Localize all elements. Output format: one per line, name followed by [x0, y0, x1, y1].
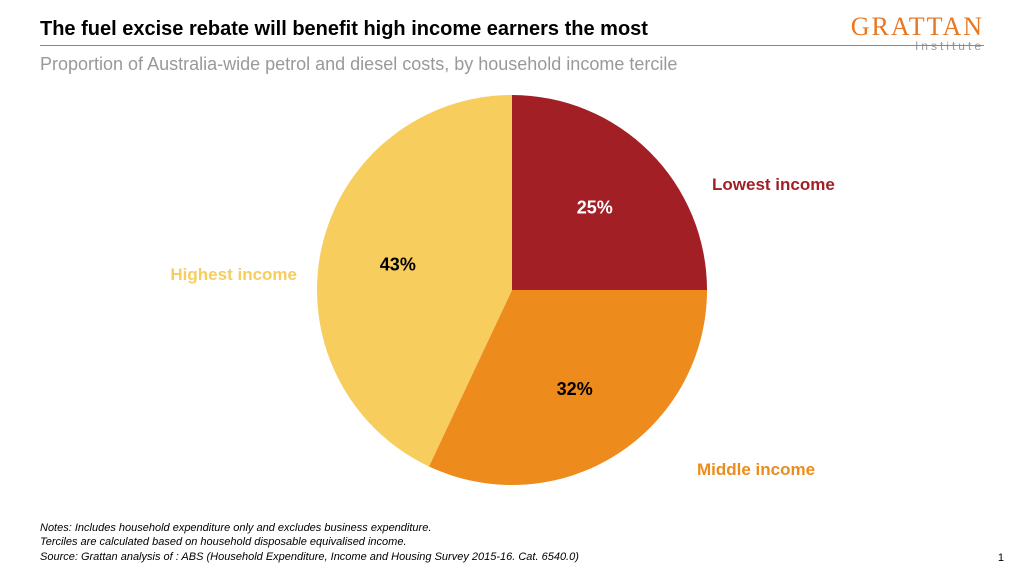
- pie-chart: 25% Lowest income 32% Middle income 43% Highe…: [0, 80, 1024, 500]
- chart-title: The fuel excise rebate will benefit high…: [40, 18, 984, 41]
- pie-label-2: Highest income: [170, 265, 297, 284]
- pie-pct-0: 25%: [577, 197, 613, 217]
- pie-pct-1: 32%: [557, 379, 593, 399]
- pie-label-1: Middle income: [697, 460, 815, 479]
- header: The fuel excise rebate will benefit high…: [40, 18, 984, 75]
- footer-notes: Notes: Includes household expenditure on…: [40, 521, 984, 564]
- page-number: 1: [998, 552, 1004, 564]
- chart-subtitle: Proportion of Australia-wide petrol and …: [40, 54, 984, 75]
- title-rule: [40, 45, 984, 46]
- footer-line-2: Terciles are calculated based on househo…: [40, 535, 984, 549]
- pie-pct-2: 43%: [380, 254, 416, 274]
- pie-label-0: Lowest income: [712, 175, 835, 194]
- footer-line-1: Notes: Includes household expenditure on…: [40, 521, 984, 535]
- pie-slice-0: [512, 95, 707, 290]
- footer-line-3: Source: Grattan analysis of : ABS (House…: [40, 550, 984, 564]
- chart-area: 25% Lowest income 32% Middle income 43% Highe…: [0, 80, 1024, 506]
